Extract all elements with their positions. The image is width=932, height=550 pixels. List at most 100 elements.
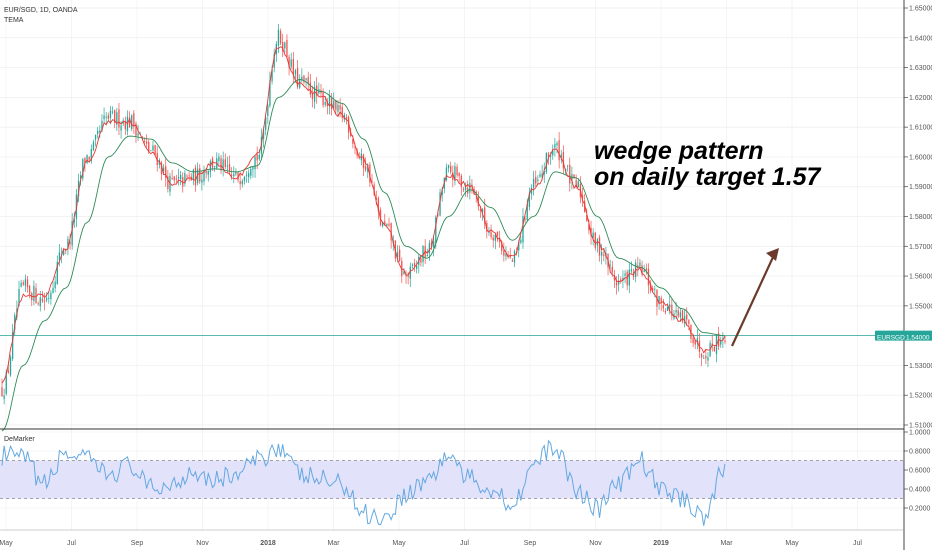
candle-body (213, 166, 216, 167)
candle-body (441, 189, 443, 195)
candle-body (381, 222, 384, 227)
candle-body (337, 104, 339, 112)
candle-body (262, 129, 265, 140)
candles (1, 23, 726, 405)
candle-body (48, 298, 50, 300)
time-axis[interactable]: May Jul Sep Nov 2018 Mar May Jul Sep Nov 2019 Mar Ma… (0, 540, 862, 547)
candle-body (56, 261, 58, 285)
candle-body (165, 166, 167, 178)
candle-body (439, 192, 441, 216)
price-tag-value: 1.54000 (906, 335, 930, 342)
candle-body (624, 273, 626, 276)
candle-body (309, 82, 311, 95)
candle-body (688, 320, 690, 324)
candle-body (248, 173, 250, 178)
candle-body (513, 251, 516, 263)
candle-body (575, 179, 577, 188)
candle-body (3, 395, 5, 400)
candle-body (462, 189, 465, 190)
candle-body (286, 39, 288, 58)
candle-body (107, 115, 109, 119)
candle-body (20, 282, 22, 287)
price-tag-symbol: EURSGD (877, 335, 905, 342)
time-tick-label: May (0, 540, 13, 547)
time-tick-label: Sep (524, 540, 537, 547)
candle-body (562, 152, 565, 169)
candle-body (167, 176, 169, 189)
time-tick-label: Jul (853, 540, 862, 547)
candle-body (101, 120, 103, 132)
candle-body (643, 270, 645, 272)
candle-body (416, 265, 418, 269)
candle-body (420, 258, 422, 263)
candle-body (71, 220, 73, 246)
candle-body (492, 237, 494, 241)
candle-body (696, 338, 699, 343)
candle-body (422, 246, 424, 263)
candle-body (179, 175, 182, 180)
candle-body (571, 174, 573, 182)
price-tick-label: 1.61000 (909, 125, 932, 132)
candle-body (588, 223, 590, 231)
indicator-label-tema[interactable]: TEMA (4, 17, 24, 24)
candle-body (333, 100, 335, 109)
candle-body (124, 121, 126, 130)
candle-body (265, 117, 267, 130)
candle-body (73, 218, 75, 223)
candle-body (296, 67, 299, 87)
candle-body (413, 263, 416, 266)
indicator-label-demarker[interactable]: DeMarker (4, 436, 35, 443)
candle-body (105, 116, 107, 118)
candle-body (541, 173, 543, 178)
candle-body (609, 264, 611, 266)
candle-body (65, 248, 67, 251)
candle-body (173, 176, 175, 181)
candle-body (5, 372, 7, 394)
candle-body (148, 141, 150, 152)
candle-body (88, 157, 90, 160)
candle-body (205, 170, 207, 174)
candle-body (156, 153, 158, 166)
price-tick-label: 1.58000 (909, 214, 932, 221)
candle-body (90, 149, 92, 161)
candle-body (128, 117, 131, 128)
candle-body (328, 95, 331, 106)
candle-body (273, 54, 275, 68)
candle-body (367, 164, 369, 172)
candle-body (311, 93, 314, 100)
candle-body (177, 177, 180, 179)
candle-body (288, 56, 290, 68)
tema-line (1, 46, 726, 384)
candle-body (11, 332, 14, 359)
candle-body (703, 358, 705, 359)
price-axis[interactable]: 1.65000 1.64000 1.63000 1.62000 1.61000 1.600… (904, 6, 932, 430)
candle-body (543, 170, 545, 175)
candle-body (114, 110, 116, 123)
candle-body (398, 249, 401, 261)
price-tick-label: 1.63000 (909, 65, 932, 72)
candle-body (135, 123, 137, 136)
candle-body (577, 181, 579, 187)
candle-body (537, 179, 539, 181)
price-tick-label: 1.62000 (909, 95, 932, 102)
candle-body (92, 142, 95, 151)
candle-body (503, 250, 505, 256)
arrow-drawing[interactable] (731, 248, 779, 347)
candle-body (386, 223, 388, 226)
candle-body (426, 255, 428, 257)
candle-body (641, 265, 643, 275)
candle-body (396, 252, 399, 258)
candle-body (84, 157, 86, 164)
candle-body (566, 165, 569, 167)
demarker-axis[interactable]: 1.0000 0.8000 0.6000 0.4000 0.2000 (904, 430, 931, 513)
candle-body (671, 304, 673, 316)
candle-body (433, 241, 435, 248)
candle-body (560, 154, 562, 158)
candle-body (639, 262, 641, 266)
candle-body (267, 105, 269, 116)
candle-body (545, 152, 548, 173)
candle-body (58, 252, 61, 261)
candle-body (447, 165, 450, 169)
time-tick-label: Mar (720, 540, 733, 547)
candle-body (305, 78, 307, 80)
